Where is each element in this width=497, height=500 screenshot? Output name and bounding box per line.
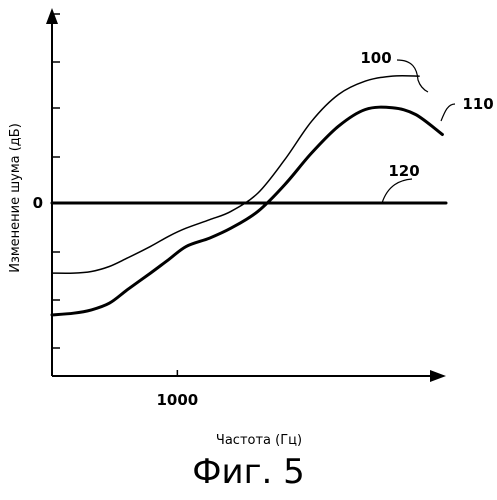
y-axis-arrow-icon xyxy=(46,8,58,24)
leader-line-110 xyxy=(440,103,456,122)
leader-line-100 xyxy=(396,59,429,93)
x-ticks: 1000 xyxy=(156,370,198,409)
series-label-100: 100 xyxy=(360,49,391,67)
y-tick-label: 0 xyxy=(33,194,43,212)
series-line-110 xyxy=(50,105,444,317)
x-tick-label: 1000 xyxy=(156,391,198,409)
figure-caption: Фиг. 5 xyxy=(192,452,305,492)
series-label-120: 120 xyxy=(388,162,419,180)
series-lines xyxy=(50,74,448,317)
series-label-110: 110 xyxy=(462,95,493,113)
series-line-100 xyxy=(51,74,420,274)
y-axis-label: Изменение шума (дБ) xyxy=(8,123,23,273)
y-ticks: 0 xyxy=(33,13,60,349)
y-axis xyxy=(46,8,58,376)
x-axis-arrow-icon xyxy=(430,370,446,382)
series-labels: 100 110 120 xyxy=(360,49,494,204)
x-axis xyxy=(52,370,446,382)
leader-line-120 xyxy=(381,178,413,204)
x-axis-label: Частота (Гц) xyxy=(216,433,302,448)
